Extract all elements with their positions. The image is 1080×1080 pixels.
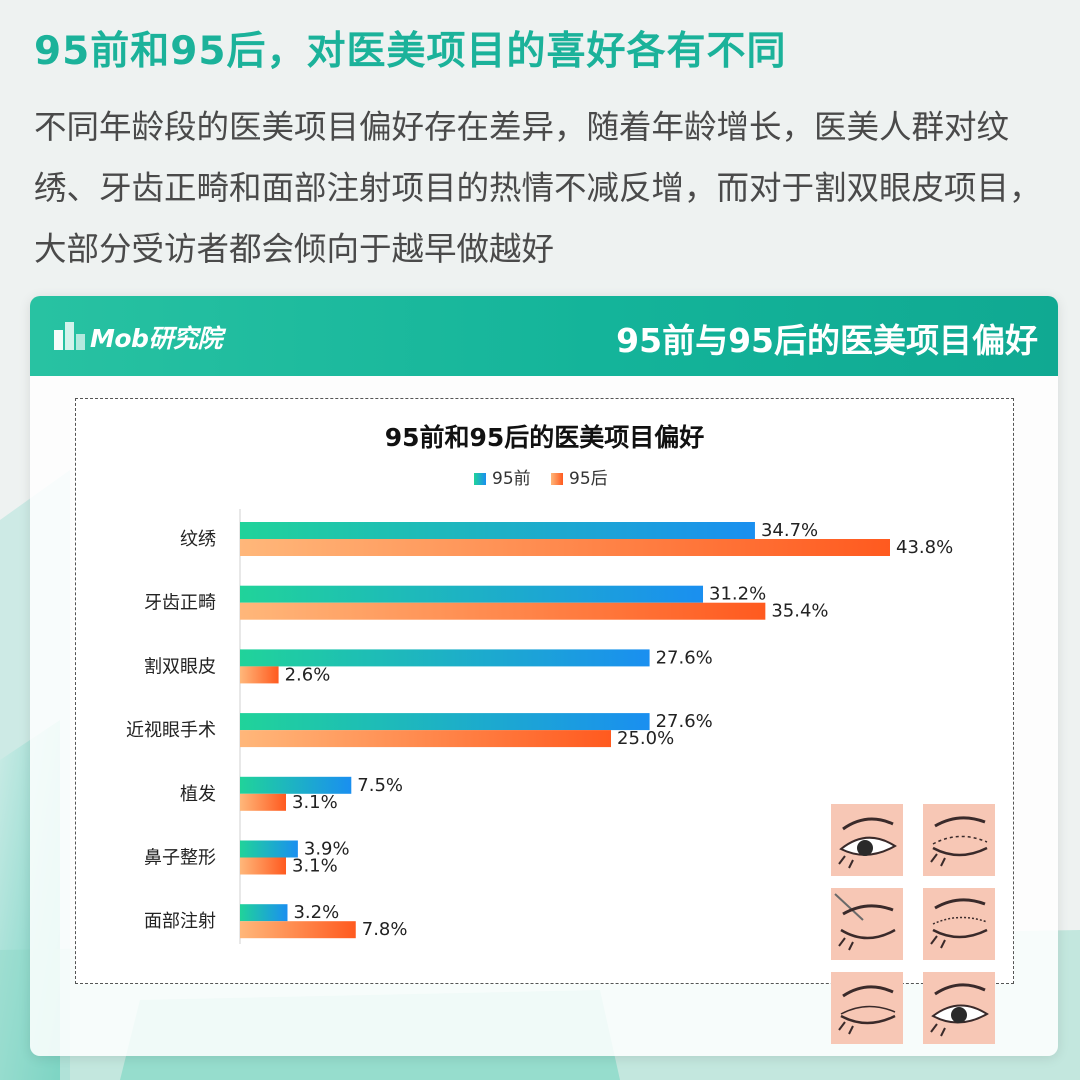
data-label: 31.2% xyxy=(709,584,766,605)
chart-card: Mob研究院 95前与95后的医美项目偏好 95前和95后的医美项目偏好 95前 9… xyxy=(30,296,1058,1056)
category-label: 植发 xyxy=(180,784,216,805)
category-label: 鼻子整形 xyxy=(144,848,216,869)
page-headline: 95前和95后，对医美项目的喜好各有不同 xyxy=(34,29,787,74)
bar-95qian xyxy=(240,904,288,922)
data-label: 27.6% xyxy=(656,711,713,732)
data-label: 3.9% xyxy=(304,839,350,860)
bar-95qian xyxy=(240,649,650,667)
category-label: 牙齿正畸 xyxy=(144,593,216,614)
bar-95qian xyxy=(240,585,704,603)
bar-95qian xyxy=(240,840,298,858)
data-label: 3.1% xyxy=(292,792,338,813)
eye-panel-6 xyxy=(923,972,995,1044)
bar-95hou xyxy=(240,730,612,748)
intro-paragraph: 不同年龄段的医美项目偏好存在差异，随着年龄增长，医美人群对纹绣、牙齿正畸和面部注… xyxy=(34,108,1042,268)
legend-label-1: 95前 xyxy=(492,469,531,489)
eye-panel-5 xyxy=(831,972,903,1044)
data-label: 25.0% xyxy=(617,728,674,749)
data-label: 35.4% xyxy=(771,601,828,622)
eye-panel-3 xyxy=(831,888,903,960)
data-label: 3.1% xyxy=(292,856,338,877)
category-label: 近视眼手术 xyxy=(126,720,216,741)
bar-95qian xyxy=(240,522,755,539)
bar-95qian xyxy=(240,776,352,794)
category-label: 割双眼皮 xyxy=(144,656,216,677)
eye-panel-2 xyxy=(923,804,995,876)
bar-95hou xyxy=(240,793,287,811)
legend-swatch-2 xyxy=(551,473,563,485)
legend-label-2: 95后 xyxy=(569,469,608,489)
bar-95hou xyxy=(240,857,287,875)
eye-panel-1 xyxy=(831,804,903,876)
card-title: 95前与95后的医美项目偏好 xyxy=(616,321,1038,360)
data-label: 7.8% xyxy=(362,919,408,940)
category-label: 纹绣 xyxy=(180,529,216,550)
mob-logo: Mob研究院 xyxy=(52,314,272,354)
bar-95hou xyxy=(240,539,890,556)
chart-title: 95前和95后的医美项目偏好 xyxy=(385,423,705,452)
eyelid-surgery-steps-icon xyxy=(831,804,995,1044)
category-label: 面部注射 xyxy=(144,911,216,932)
data-label: 2.6% xyxy=(285,664,331,685)
data-label: 7.5% xyxy=(357,775,403,796)
legend-swatch-1 xyxy=(474,473,486,485)
card-header: Mob研究院 95前与95后的医美项目偏好 xyxy=(30,296,1058,376)
bar-95qian xyxy=(240,713,650,731)
bar-95hou xyxy=(240,921,356,939)
mob-logo-icon xyxy=(54,322,85,350)
plot-frame: 95前和95后的医美项目偏好 95前 95后纹绣 34.7% 43.8% 牙齿正畸 31.2… xyxy=(75,398,1014,1044)
data-label: 27.6% xyxy=(656,647,713,668)
eye-panel-4 xyxy=(923,888,995,960)
bar-95hou xyxy=(240,602,766,620)
data-label: 3.2% xyxy=(293,902,339,923)
bar-95hou xyxy=(240,666,279,684)
data-label: 43.8% xyxy=(896,537,953,558)
data-label: 34.7% xyxy=(761,520,818,541)
logo-text: Mob研究院 xyxy=(90,324,222,353)
